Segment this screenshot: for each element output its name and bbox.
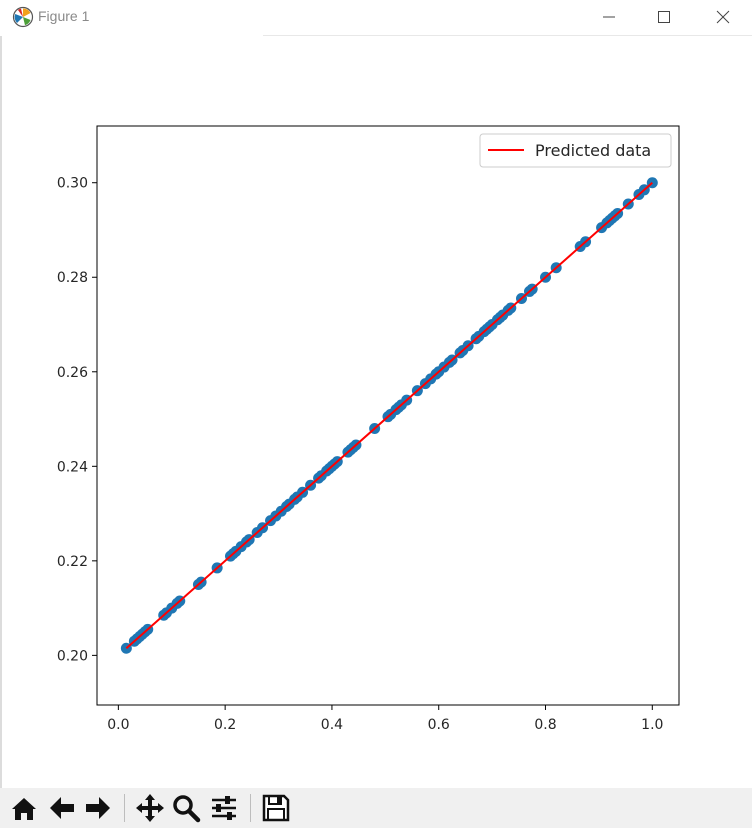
y-tick-label: 0.28 — [57, 270, 88, 286]
y-tick-label: 0.20 — [57, 648, 88, 664]
toolbar-separator — [250, 794, 251, 822]
back-button[interactable] — [46, 792, 78, 824]
window-titlebar: Figure 1 — [0, 0, 752, 36]
matplotlib-icon — [12, 6, 34, 28]
y-axis: 0.20 0.22 0.24 0.26 0.28 0.30 — [57, 176, 97, 664]
pan-button[interactable] — [134, 792, 166, 824]
legend: Predicted data — [479, 133, 672, 168]
close-button[interactable] — [700, 4, 746, 30]
y-tick-label: 0.24 — [57, 459, 88, 475]
forward-arrow-icon — [86, 797, 110, 819]
minimize-icon — [603, 16, 615, 18]
x-tick-label: 0.4 — [321, 717, 343, 733]
predicted-line — [125, 181, 653, 650]
legend-label: Predicted data — [535, 141, 651, 160]
configure-subplots-button[interactable] — [208, 792, 240, 824]
save-icon — [262, 794, 290, 822]
pan-icon — [136, 794, 164, 822]
close-icon — [716, 10, 730, 24]
save-button[interactable] — [260, 792, 292, 824]
zoom-button[interactable] — [170, 792, 202, 824]
x-tick-label: 1.0 — [641, 717, 663, 733]
zoom-icon — [173, 795, 201, 823]
navigation-toolbar — [0, 788, 752, 828]
home-button[interactable] — [8, 792, 40, 824]
subplots-config-icon — [212, 796, 236, 820]
chart: 0.20 0.22 0.24 0.26 0.28 0.30 0.0 0.2 0.4 0.6 0.8… — [57, 125, 680, 733]
maximize-icon — [658, 11, 670, 23]
back-arrow-icon — [50, 797, 74, 819]
y-tick-label: 0.30 — [57, 176, 88, 192]
titlebar-divider — [263, 35, 752, 36]
y-tick-label: 0.22 — [57, 554, 88, 570]
toolbar-separator — [124, 794, 125, 822]
window-left-edge — [0, 36, 2, 788]
x-axis: 0.0 0.2 0.4 0.6 0.8 1.0 — [107, 705, 663, 733]
maximize-button[interactable] — [641, 4, 687, 30]
window-title: Figure 1 — [38, 8, 90, 24]
x-tick-label: 0.6 — [428, 717, 450, 733]
y-tick-label: 0.26 — [57, 365, 88, 381]
x-tick-label: 0.2 — [214, 717, 236, 733]
legend-box — [479, 133, 672, 168]
x-tick-label: 0.0 — [107, 717, 129, 733]
home-icon — [12, 798, 36, 820]
minimize-button[interactable] — [586, 4, 632, 30]
x-tick-label: 0.8 — [534, 717, 556, 733]
forward-button[interactable] — [82, 792, 114, 824]
figure-canvas[interactable]: 0.20 0.22 0.24 0.26 0.28 0.30 0.0 0.2 0.4 0.6 0.8… — [2, 36, 752, 788]
